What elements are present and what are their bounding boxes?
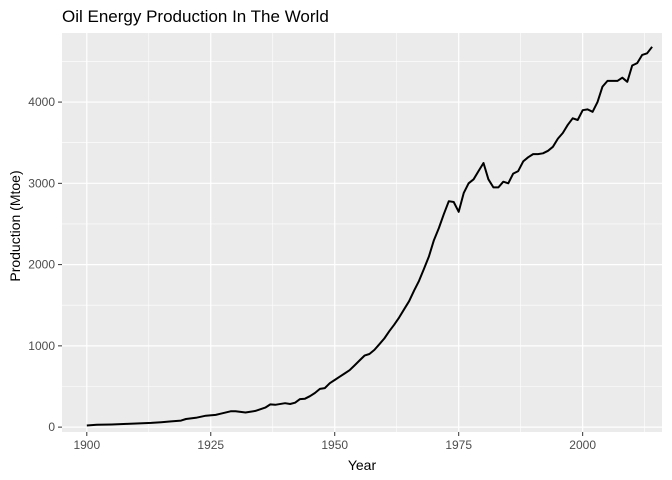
y-tick-label: 4000: [28, 95, 55, 109]
series-line: [86, 46, 653, 427]
y-axis-title: Production (Mtoe): [7, 170, 23, 281]
x-tick-label: 1975: [445, 438, 472, 452]
y-axis: 0 1000 2000 3000 4000: [28, 95, 62, 434]
x-axis-title: Year: [348, 457, 377, 473]
x-axis: 1900 1925 1950 1975 2000: [73, 432, 596, 452]
x-tick-label: 2000: [569, 438, 596, 452]
plot-panel: [62, 33, 662, 432]
x-tick-label: 1925: [197, 438, 224, 452]
x-tick-label: 1900: [73, 438, 100, 452]
y-tick-label: 1000: [28, 339, 55, 353]
major-gridlines: [62, 33, 662, 432]
chart-title: Oil Energy Production In The World: [62, 7, 329, 26]
minor-gridlines: [62, 33, 662, 432]
x-tick-label: 1950: [321, 438, 348, 452]
y-tick-label: 3000: [28, 176, 55, 190]
y-tick-label: 0: [48, 420, 55, 434]
y-tick-label: 2000: [28, 258, 55, 272]
